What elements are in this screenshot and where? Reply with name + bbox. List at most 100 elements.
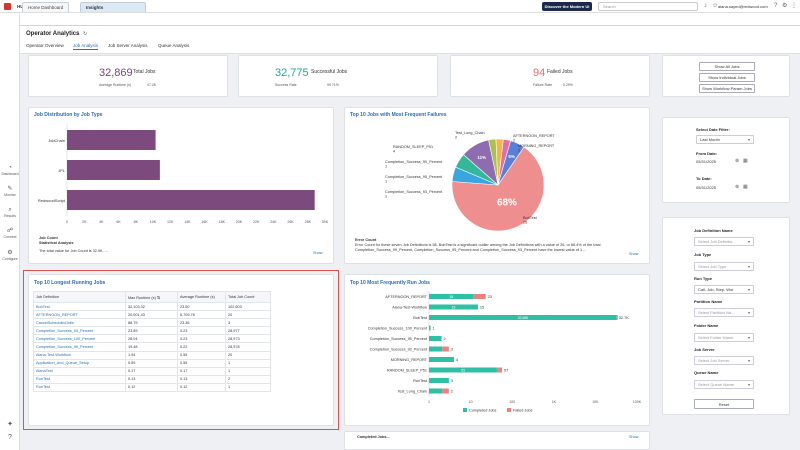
job-definition-link[interactable]: RunTest [33, 374, 126, 384]
slice-name-label: Test_Long_Chain [455, 131, 485, 135]
folder-select[interactable]: Select Folder Name [694, 333, 754, 342]
job-definition-link[interactable]: RunTest [33, 382, 126, 393]
calendar-icon[interactable]: ▦ [743, 158, 748, 164]
table-cell: 19.48 [125, 342, 178, 352]
table-row[interactable]: Completion_Success_100_Percent 28.04 0.23 2… [33, 334, 271, 344]
footer-text: Error Count for these seven Job Definiti… [355, 243, 602, 252]
table-row[interactable]: Completion_Success_93_Percent 23.89 0.23 28… [33, 326, 271, 336]
most-frequent-panel: Top 10 Most Frequently Run Jobs 18 23 AFTE… [344, 274, 650, 426]
clear-icon[interactable]: ⊗ [735, 184, 740, 190]
app-logo-icon[interactable] [4, 3, 11, 10]
clear-icon[interactable]: ⊗ [735, 158, 740, 164]
to-date-input[interactable]: 05/31/2025 [696, 185, 717, 190]
bar-inner-label: 32,686 [518, 316, 528, 320]
show-link[interactable]: Show [313, 251, 323, 255]
tab-home-dashboard[interactable]: Home Dashboard [22, 2, 70, 12]
kpi-label: Total Jobs [133, 69, 156, 75]
connect-icon: ☍ [6, 228, 14, 234]
col-header[interactable]: Total Job Count [225, 291, 271, 303]
job-definition-link[interactable]: Application_And_Queue_Setup [33, 358, 126, 368]
subtab-job-server-analysis[interactable]: Job Server Analysis [108, 43, 148, 48]
run-type-select[interactable]: Call, Job, Step, Wor [694, 285, 754, 294]
pin-icon[interactable]: ✦ [7, 421, 13, 428]
bar-total-label: 3 [451, 379, 453, 383]
slice-pct-label: 5% [508, 154, 515, 159]
sort-icon[interactable]: ⇅ [156, 295, 161, 300]
page-title: Operator Analytics [26, 31, 80, 37]
table-row[interactable]: Application_And_Queue_Setup 0.59 0.55 1 [33, 358, 271, 368]
job-definition-link[interactable]: Completion_Success_99_Percent [33, 342, 126, 352]
show-link[interactable]: Show [629, 252, 639, 256]
show-workflow-param-jobs-button[interactable]: Show Workflow Param Jobs [699, 84, 755, 93]
table-row[interactable]: Alana-Test-Workflow 1.94 0.55 20 [33, 350, 271, 360]
calendar-icon[interactable]: ▦ [743, 184, 748, 190]
job-definition-link[interactable]: BobTest [33, 301, 126, 312]
show-all-jobs-button[interactable]: Show All Jobs [699, 62, 755, 71]
subtab-operator-overview[interactable]: Operator Overview [26, 43, 64, 48]
subtab-queue-analysis[interactable]: Queue Analysis [158, 43, 190, 48]
job-definition-link[interactable]: AFTERNOON_REPORT [33, 310, 126, 320]
job-server-select[interactable]: Select Job Server [694, 356, 754, 365]
table-cell: 0.55 [177, 350, 226, 360]
operator-header [20, 26, 800, 54]
date-filter-select[interactable]: Last Month [696, 135, 754, 144]
table-row[interactable]: CancelScheduledJobs 88.79 23.36 3 [33, 318, 271, 328]
bar-total-label: 15 [480, 306, 484, 310]
nav-monitor[interactable]: ✎ Monitor [0, 186, 20, 197]
bell-icon[interactable]: ♪ [704, 3, 707, 9]
job-definition-link[interactable]: Completion_Success_93_Percent [33, 326, 126, 336]
legend-label: Completed Jobs [469, 409, 497, 413]
settings-icon[interactable]: ⚙ [782, 3, 788, 9]
table-row[interactable]: AlanaTest 0.17 0.17 1 [33, 366, 271, 376]
slice-value-label: 2 [455, 136, 457, 140]
tab-insights[interactable]: Insights [80, 2, 146, 12]
table-cell: 0.59 [125, 358, 178, 368]
nav-dashboard[interactable]: ◔ Dashboard [1, 165, 19, 176]
user-email[interactable]: alana.sayed@redwood.com [718, 4, 768, 9]
table-row[interactable]: RunTest 0.13 0.13 2 [33, 374, 271, 384]
reset-button[interactable]: Reset [694, 399, 754, 409]
menu-icon[interactable]: ⋮ [791, 3, 797, 9]
search-input[interactable]: Search [598, 2, 698, 11]
bar [67, 190, 315, 210]
partition-select[interactable]: Select Partition Na... [694, 308, 754, 317]
col-header[interactable]: Max Runtime (s) ⇅ [125, 291, 178, 303]
col-header[interactable]: Average Runtime (s) [177, 291, 226, 303]
job-definition-select[interactable]: Select Job Definitio... [694, 237, 754, 246]
help-circle-icon[interactable]: ? [8, 434, 12, 441]
chevron-down-icon[interactable]: ⌄ [75, 31, 80, 37]
table-row[interactable]: Completion_Success_99_Percent 19.48 0.22 28… [33, 342, 271, 352]
kpi-value: 94 [533, 67, 546, 79]
nav-connect[interactable]: ☍ Connect [0, 228, 20, 239]
help-icon[interactable]: ? [774, 3, 778, 9]
user-icon[interactable]: ☺ [712, 3, 719, 9]
kpi-sub-value: 47.25 [147, 83, 156, 87]
subtab-job-analysis[interactable]: Job Analysis [73, 43, 99, 50]
job-type-select[interactable]: Select Job Type [694, 262, 754, 271]
table-row[interactable]: RunTest 0.12 0.12 1 [33, 382, 271, 393]
kpi-sub-label: Failure Rate [533, 83, 553, 87]
bar [67, 130, 156, 150]
slice-name-label: Completion_Success_93_Percent [385, 190, 443, 194]
refresh-icon[interactable]: ↻ [83, 31, 88, 37]
panel-title: Top 10 Jobs with Most Frequent Failures [350, 112, 447, 118]
table-row[interactable]: BobTest 32,103.32 23.50 102,603 [33, 301, 271, 312]
queue-select[interactable]: Select Queue Name [694, 380, 754, 389]
job-definition-link[interactable]: AlanaTest [33, 366, 126, 376]
show-individual-jobs-button[interactable]: Show Individual Jobs [699, 73, 755, 82]
bar-total-label: 32.7K [619, 316, 629, 320]
table-row[interactable]: AFTERNOON_REPORT 20,001.43 6,709.76 20 [33, 310, 271, 320]
nav-results[interactable]: ⌕ Results [0, 207, 20, 218]
table-cell: 28.04 [125, 334, 178, 344]
nav-configure[interactable]: ⚙ Configure [0, 250, 20, 261]
show-link[interactable]: Show [629, 435, 639, 439]
col-header[interactable]: Job Definition [33, 291, 126, 303]
job-definition-link[interactable]: Completion_Success_100_Percent [33, 334, 126, 344]
job-definition-link[interactable]: Alana-Test-Workflow [33, 350, 126, 360]
from-date-input[interactable]: 05/31/2025 [696, 159, 717, 164]
filter-label: Partition Name [694, 299, 723, 304]
slice-name-label: AFTERNOON_REPORT [513, 134, 555, 138]
discover-modern-ui-button[interactable]: Discover the Modern UI [542, 2, 592, 11]
job-definition-link[interactable]: CancelScheduledJobs [33, 318, 126, 328]
